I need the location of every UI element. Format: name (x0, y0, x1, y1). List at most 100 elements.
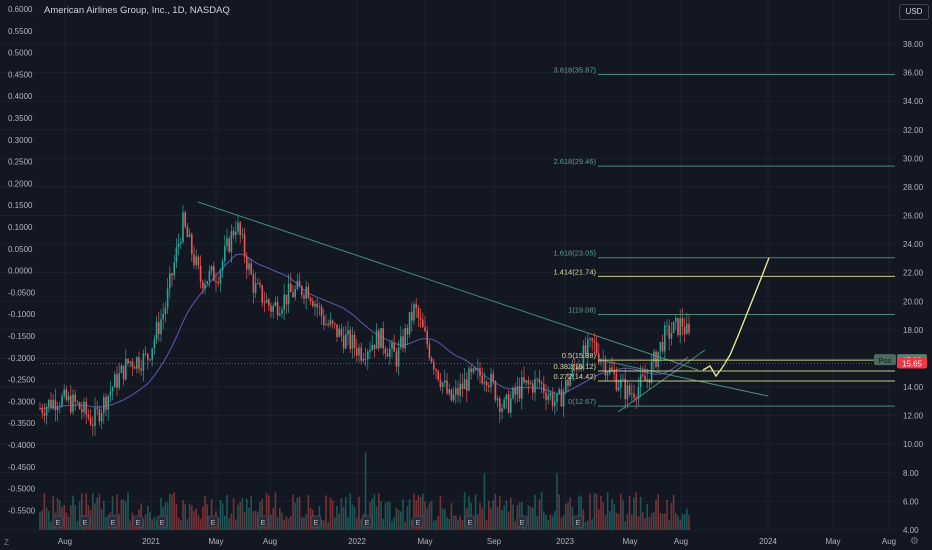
volume-bar (604, 514, 607, 530)
volume-bar (474, 494, 477, 530)
volume-bar (611, 498, 613, 530)
volume-bar (171, 494, 173, 530)
right-axis-tick: 22.00 (903, 269, 924, 278)
candle-body (426, 331, 428, 345)
volume-bar (279, 507, 281, 530)
volume-bar (448, 518, 450, 530)
candle-body (184, 212, 186, 227)
candle-body (611, 367, 613, 371)
chart-title: American Airlines Group, Inc., 1D, NASDA… (44, 5, 230, 16)
candle-body (556, 393, 558, 402)
candle-body (562, 391, 565, 407)
volume-bar (661, 513, 664, 530)
left-axis-tick: -0.1000 (8, 310, 36, 319)
candle-body (668, 325, 670, 339)
candle-body (316, 303, 318, 308)
candle-body (435, 369, 437, 371)
candle-body (444, 380, 446, 383)
volume-bar (378, 493, 380, 530)
candle-body (397, 347, 400, 367)
candle-body (329, 320, 332, 326)
candle-body (514, 387, 516, 395)
moving-average-line (39, 253, 689, 409)
time-axis-tick: 2022 (348, 537, 366, 546)
candle-body (686, 323, 688, 334)
candle-body (155, 322, 158, 340)
volume-bar (39, 512, 41, 530)
candle-body (151, 348, 153, 360)
volume-bar (481, 508, 483, 530)
earnings-marker-label: E (415, 518, 420, 527)
candle-body (65, 389, 68, 401)
candle-body (573, 365, 576, 367)
candle-body (265, 299, 268, 303)
candle-body (637, 386, 640, 400)
candle-body (85, 401, 87, 415)
grid-lines (0, 0, 895, 531)
candle-body (650, 361, 653, 383)
volume-bar (675, 513, 677, 530)
candle-body (356, 348, 358, 356)
volume-bar (281, 512, 283, 530)
candle-body (505, 394, 508, 400)
candle-body (175, 247, 178, 263)
volume-bar (567, 502, 569, 530)
volume-bar (639, 496, 642, 530)
earnings-marker (412, 515, 424, 528)
volume-bar (393, 517, 395, 530)
left-axis-tick: 0.3000 (8, 136, 33, 145)
candle-body (536, 378, 538, 380)
volume-bar (180, 520, 182, 530)
candle-body (320, 306, 323, 316)
volume-bar (666, 499, 668, 530)
candle-body (349, 330, 351, 349)
volume-bar (688, 514, 690, 530)
volume-bar (364, 452, 367, 530)
fib-level-label: 1.414(21.74) (553, 267, 596, 276)
candle-body (547, 395, 549, 400)
candle-body (59, 406, 61, 408)
right-axis-tick: 8.00 (903, 469, 919, 478)
candle-body (70, 395, 72, 413)
volume-bar (620, 493, 622, 530)
volume-bar (613, 503, 615, 530)
candle-body (296, 280, 299, 289)
earnings-marker-label: E (55, 518, 60, 527)
candle-body (305, 286, 307, 299)
candle-body (653, 351, 655, 362)
candle-body (558, 389, 560, 394)
left-axis-tick: -0.4500 (8, 463, 36, 472)
candle-body (323, 315, 325, 326)
candle-body (554, 401, 556, 407)
candle-body (338, 328, 340, 337)
candle-body (52, 399, 54, 409)
volume-bar (628, 495, 631, 530)
volume-bar (479, 503, 481, 530)
candle-body (89, 417, 92, 425)
volume-bar (622, 500, 624, 530)
candle-body (455, 388, 457, 395)
price-tag-box (897, 357, 927, 369)
projection-path (40, 257, 895, 378)
right-axis-tick: 12.00 (903, 412, 924, 421)
candle-body (382, 328, 384, 349)
goto-date-button[interactable]: Z (4, 538, 9, 547)
candle-body (237, 222, 239, 232)
candle-body (241, 234, 244, 236)
volume-bar (186, 519, 189, 530)
candle-body (292, 292, 294, 298)
earnings-marker-label: E (82, 518, 87, 527)
volume-bar (496, 506, 499, 530)
volume-bar (593, 493, 596, 530)
candle-body (657, 351, 659, 367)
settings-gear-icon[interactable]: ⚙ (910, 536, 919, 547)
candle-body (525, 380, 527, 383)
volume-bar (408, 499, 411, 530)
currency-button[interactable]: USD (899, 4, 929, 20)
candle-body (276, 301, 279, 316)
right-axis-tick: 32.00 (903, 126, 924, 135)
volume-bar (334, 517, 336, 530)
candle-body (461, 383, 464, 390)
